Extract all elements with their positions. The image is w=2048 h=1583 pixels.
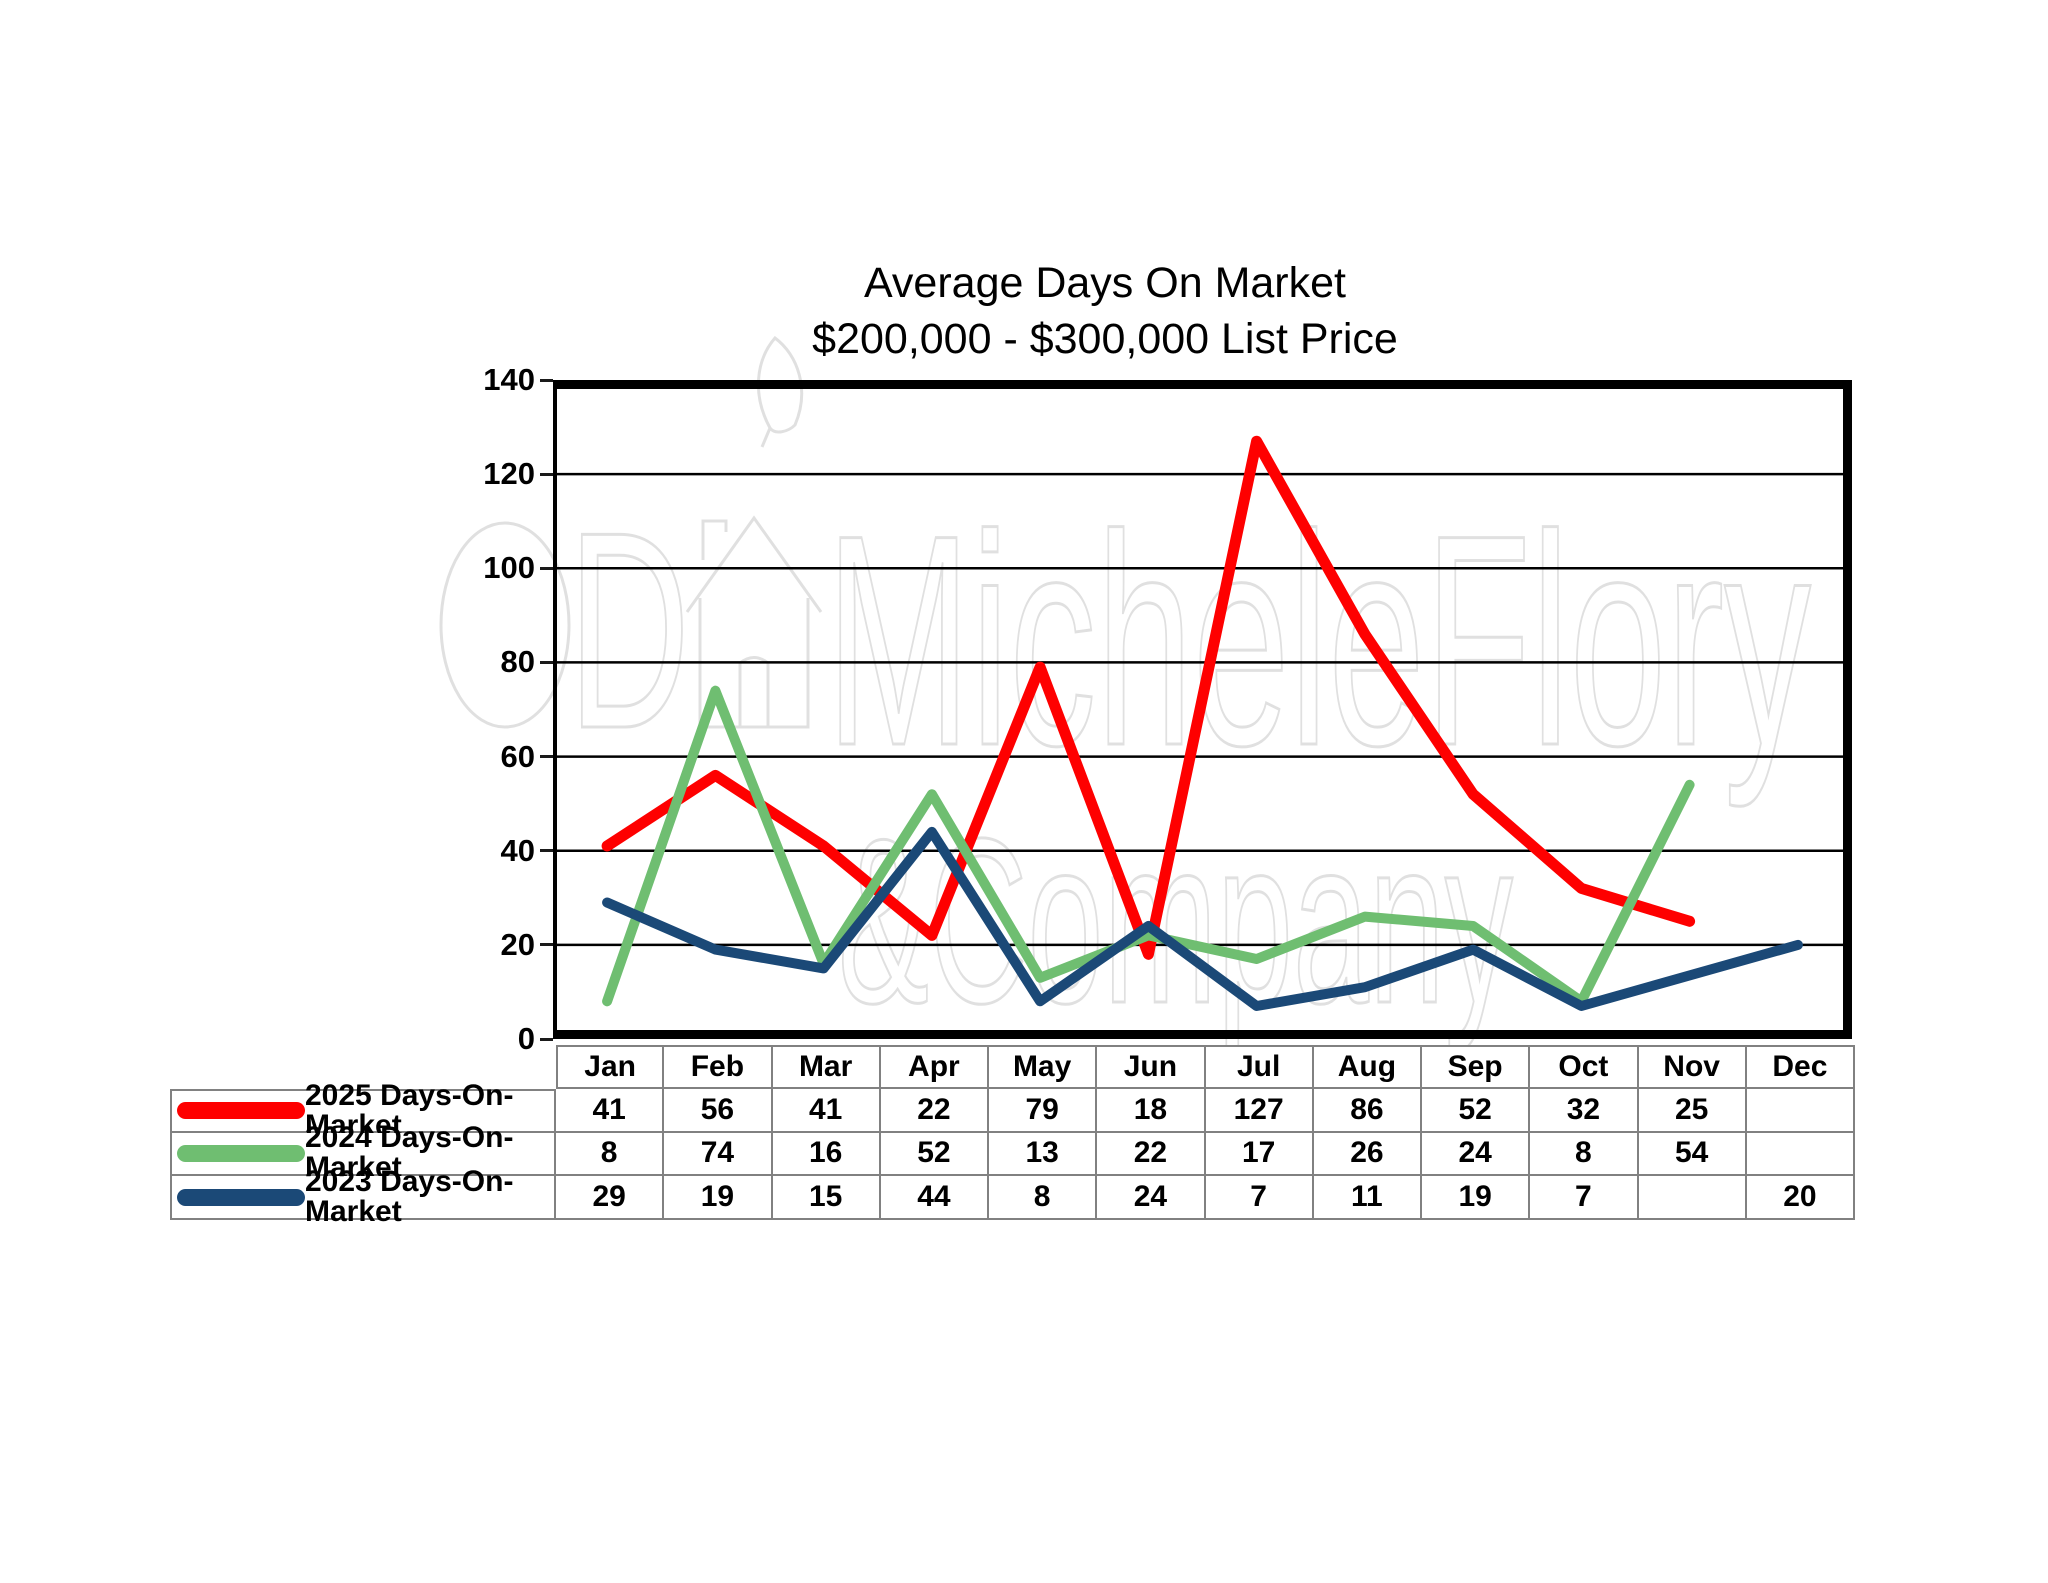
y-axis-label: 60: [500, 738, 535, 774]
month-header-cell: Oct: [1530, 1045, 1639, 1089]
y-axis-tick: [540, 378, 553, 382]
value-cell: 44: [880, 1176, 989, 1220]
value-cell: 26: [1313, 1132, 1422, 1176]
chart-title: Average Days On Market: [864, 259, 1346, 307]
value-cell: 127: [1205, 1089, 1314, 1133]
y-axis-label: 80: [500, 644, 535, 680]
series-label-cell: 2023 Days-On-Market: [170, 1167, 556, 1227]
value-cell: 32: [1530, 1089, 1639, 1133]
value-cell: 13: [989, 1132, 1098, 1176]
value-cell: 41: [556, 1089, 665, 1133]
month-header-cell: Feb: [664, 1045, 773, 1089]
value-cell: 74: [664, 1132, 773, 1176]
y-axis-tick: [540, 566, 553, 570]
value-cell: 41: [772, 1089, 881, 1133]
y-axis-tick: [540, 1037, 553, 1041]
value-cell: 22: [880, 1089, 989, 1133]
y-axis-tick: [540, 849, 553, 853]
value-cell: 19: [664, 1176, 773, 1220]
value-cell: 7: [1205, 1176, 1314, 1220]
value-cell: 19: [1422, 1176, 1531, 1220]
month-header-cell: May: [989, 1045, 1098, 1089]
y-axis-tick: [540, 472, 553, 476]
data-table: Jan Feb Mar Apr May Jun Jul Aug Sep Oct Nov Dec 2025…: [170, 1045, 1855, 1227]
legend-swatch: [177, 1102, 305, 1120]
series-line-2023: [602, 826, 1803, 1011]
month-header-cell: Jun: [1097, 1045, 1206, 1089]
month-header-cell: Sep: [1422, 1045, 1531, 1089]
legend-swatch: [177, 1144, 305, 1162]
month-header-cell: Dec: [1746, 1045, 1855, 1089]
value-cell: 18: [1097, 1089, 1206, 1133]
value-cell: 16: [772, 1132, 881, 1176]
series-name: 2025 Days-On-Market: [305, 1078, 514, 1142]
value-cell: 24: [1097, 1176, 1206, 1220]
value-cell: 25: [1638, 1089, 1747, 1133]
series-name: 2023 Days-On-Market: [305, 1165, 514, 1228]
value-cell: 24: [1422, 1132, 1531, 1176]
y-axis-tick: [540, 755, 553, 759]
value-cell: 17: [1205, 1132, 1314, 1176]
y-axis-label: 140: [483, 362, 535, 397]
y-axis-label: 100: [483, 550, 535, 586]
value-cell: [1638, 1176, 1747, 1220]
value-cell: 8: [989, 1176, 1098, 1220]
value-cell: 56: [664, 1089, 773, 1133]
series-line-2024: [602, 685, 1695, 1007]
value-cell: 8: [556, 1132, 665, 1176]
legend-swatch: [177, 1188, 305, 1206]
month-header-cell: Apr: [880, 1045, 989, 1089]
value-cell: [1746, 1132, 1855, 1176]
value-cell: 52: [1422, 1089, 1531, 1133]
value-cell: 15: [772, 1176, 881, 1220]
value-cell: 79: [989, 1089, 1098, 1133]
value-cell: 8: [1530, 1132, 1639, 1176]
value-cell: [1746, 1089, 1855, 1133]
value-cell: 29: [556, 1176, 665, 1220]
month-header-cell: Nov: [1638, 1045, 1747, 1089]
series-line-2025: [601, 435, 1696, 960]
series-label-cell: 2025 Days-On-Market: [170, 1080, 556, 1140]
y-axis-label: 40: [500, 832, 535, 868]
value-cell: 22: [1097, 1132, 1206, 1176]
y-axis-tick: [540, 943, 553, 947]
value-cell: 20: [1746, 1176, 1855, 1220]
value-cell: 86: [1313, 1089, 1422, 1133]
month-header-cell: Jul: [1205, 1045, 1314, 1089]
y-axis-label: 120: [483, 456, 535, 492]
month-header-cell: Aug: [1313, 1045, 1422, 1089]
y-axis-tick: [540, 660, 553, 664]
value-cell: 11: [1313, 1176, 1422, 1220]
chart-plot: [553, 380, 1852, 1039]
y-axis-label: 20: [500, 926, 535, 962]
y-axis-label: 0: [517, 1021, 535, 1056]
chart-subtitle: $200,000 - $300,000 List Price: [812, 315, 1398, 363]
value-cell: 54: [1638, 1132, 1747, 1176]
value-cell: 52: [880, 1132, 989, 1176]
month-header-cell: Mar: [772, 1045, 881, 1089]
value-cell: 7: [1530, 1176, 1639, 1220]
month-header-cell: Jan: [556, 1045, 665, 1089]
